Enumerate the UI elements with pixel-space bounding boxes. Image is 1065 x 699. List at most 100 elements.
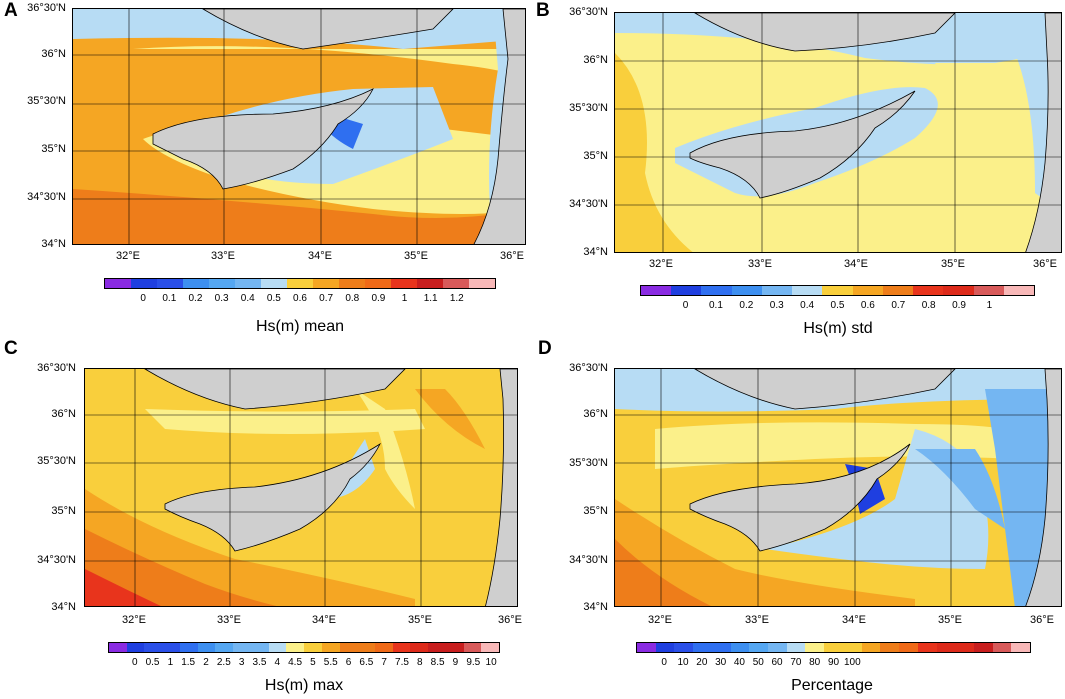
lon-label: 35°E [941,258,965,270]
colorbar-swatch [973,643,993,652]
colorbar-swatch [943,286,974,295]
colorbar-swatch [671,286,702,295]
colorbar-swatch [882,286,914,295]
lat-label: 36°N [41,48,66,60]
colorbar-tick-label: 100 [843,657,861,668]
colorbar-tick-label: 0 [131,657,138,668]
map-percentage [614,368,1062,607]
colorbar-swatch [157,279,183,288]
colorbar-tick-label: 1 [167,657,174,668]
colorbar-title: Hs(m) std [803,320,873,337]
map-hs-max [84,368,518,607]
colorbar-swatch [481,643,500,652]
panel-label: C [4,338,18,359]
lat-label: 35°30'N [569,457,608,469]
colorbar-swatch [655,643,675,652]
lon-label: 36°E [498,614,522,626]
lat-label: 36°N [583,408,608,420]
colorbar-tick-label: 7.5 [395,657,409,668]
colorbar-swatch [992,643,1012,652]
colorbar-swatch [445,643,464,652]
colorbar-swatch [105,279,131,288]
lat-label: 35°N [41,143,66,155]
colorbar-swatch [109,643,127,652]
colorbar-swatch [261,279,287,288]
colorbar-tick-label: 1.1 [423,293,438,304]
colorbar-swatch [861,643,881,652]
colorbar-swatch [913,286,944,295]
colorbar-tick-label: 0.8 [921,300,936,311]
colorbar-title: Hs(m) max [264,677,344,694]
lat-label: 35°30'N [37,455,76,467]
colorbar-tick-label: 5.5 [323,657,338,668]
colorbar-tick-label: 50 [752,657,764,668]
colorbar-title: Hs(m) mean [255,318,344,335]
colorbar-swatch [209,279,235,288]
colorbar-swatch [286,643,305,652]
colorbar-tick-label: 90 [827,657,840,668]
colorbar-swatch [822,286,853,295]
colorbar-tick-label: 2.5 [216,657,231,668]
colorbar-swatch [233,643,251,652]
colorbar-tick-label: 0 [140,293,146,304]
lat-label: 35°N [583,150,608,162]
colorbar-swatch [731,286,762,295]
colorbar-swatch [268,643,287,652]
colorbar-tick-label: 0.4 [240,293,255,304]
colorbar-swatch [235,279,261,288]
lon-label: 34°E [312,614,336,626]
colorbar-swatch [469,279,495,288]
colorbar-swatch [852,286,883,295]
colorbar-tick-label: 0.2 [188,293,203,304]
colorbar-swatch [144,643,163,652]
lat-label: 36°N [51,408,76,420]
colorbar-swatch [842,643,862,652]
colorbar-tick-label: 9.5 [466,657,481,668]
colorbar-swatch [126,643,145,652]
colorbar-swatch [131,279,157,288]
lat-label: 36°N [583,54,608,66]
colorbar-swatch [339,643,358,652]
colorbar-tick-label: 0.9 [371,293,386,304]
panel-label: D [538,338,552,359]
colorbar-swatch [339,279,365,288]
lon-label: 32°E [648,614,672,626]
colorbar-tick-label: 1 [986,300,993,311]
colorbar-swatch [805,643,825,652]
colorbar-tick-label: 20 [696,657,708,668]
colorbar-tick-label: 3.5 [252,657,267,668]
colorbar-swatch [313,279,339,288]
colorbar-swatch [365,279,391,288]
lon-label: 35°E [408,614,432,626]
lat-label: 35°N [51,505,76,517]
colorbar-tick-label: 0.5 [830,300,845,311]
colorbar-swatch [711,643,731,652]
colorbar-tick-label: 5 [310,657,316,668]
lat-label: 35°30'N [569,102,608,114]
colorbar-swatch [641,286,672,295]
colorbar-swatch [824,643,843,652]
colorbar-swatch [287,279,313,288]
colorbar-swatch [375,643,393,652]
lon-label: 33°E [211,250,235,262]
colorbar-swatch [183,279,209,288]
colorbar-tick-label: 10 [677,657,689,668]
lat-label: 34°30'N [27,191,66,203]
lon-label: 35°E [404,250,428,262]
colorbar-tick-label: 30 [715,657,727,668]
colorbar-tick-label: 4.5 [288,657,303,668]
colorbar-tick-label: 0.3 [214,293,229,304]
colorbar-tick-label: 1.5 [181,657,196,668]
colorbar-tick-label: 0.6 [860,300,875,311]
colorbar-tick-label: 0.7 [319,293,334,304]
colorbar [104,278,496,289]
lon-label: 35°E [938,614,962,626]
lat-label: 36°30'N [569,6,608,18]
colorbar-tick-label: 6 [345,657,352,668]
colorbar-swatch [357,643,376,652]
lat-label: 34°N [41,238,66,250]
colorbar-swatch [321,643,340,652]
lon-label: 33°E [748,258,772,270]
lon-label: 36°E [500,250,524,262]
colorbar-swatch [693,643,712,652]
